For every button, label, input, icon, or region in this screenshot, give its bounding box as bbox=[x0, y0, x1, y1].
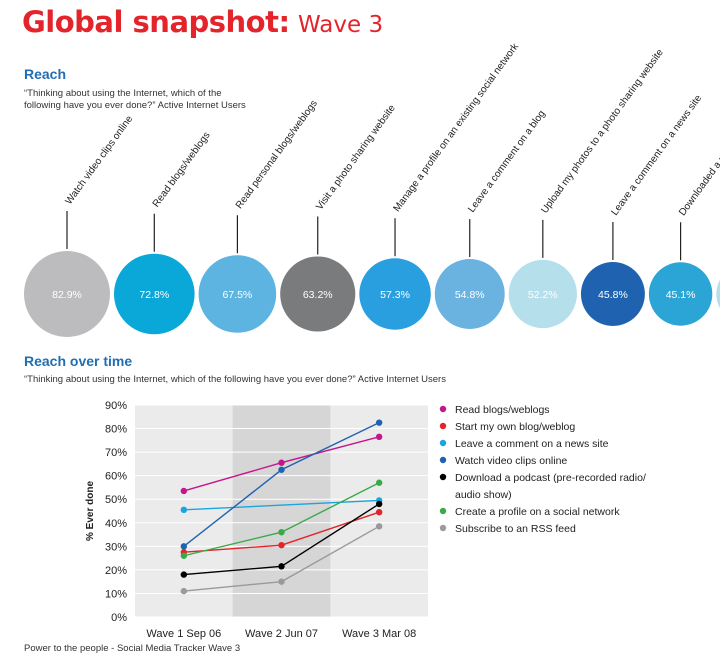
legend-label: Start my own blog/weblog bbox=[455, 421, 575, 433]
series-group bbox=[180, 523, 383, 595]
data-point bbox=[375, 523, 383, 530]
bubble-circle bbox=[580, 262, 645, 326]
bubble-circle bbox=[508, 259, 577, 329]
legend-item: Subscribe to an RSS feed bbox=[439, 523, 576, 535]
y-tick-label: 40% bbox=[105, 518, 127, 530]
reach-question: “Thinking about using the Internet, whic… bbox=[24, 88, 246, 111]
series-group bbox=[180, 433, 383, 495]
y-tick-label: 90% bbox=[105, 400, 127, 412]
bubble-value-label: 82.9% bbox=[52, 289, 82, 301]
bubble-value-label: 45.1% bbox=[666, 289, 696, 301]
series-line bbox=[183, 499, 380, 511]
page-title: Global snapshot: Wave 3 bbox=[22, 8, 383, 37]
bubble-value-label: 67.5% bbox=[223, 289, 253, 301]
data-point bbox=[278, 578, 285, 585]
series-group bbox=[180, 479, 383, 559]
bubble-circle bbox=[648, 262, 713, 326]
y-tick-label: 10% bbox=[105, 588, 127, 600]
legend-item: Watch video clips online bbox=[439, 455, 567, 467]
y-tick-label: 0% bbox=[111, 612, 127, 624]
data-point bbox=[375, 433, 383, 440]
data-point bbox=[278, 563, 285, 570]
data-point bbox=[375, 479, 383, 486]
legend-item: Create a profile on a social network bbox=[439, 506, 620, 518]
y-tick-label: 70% bbox=[105, 447, 127, 459]
bubble-group: 38.7%Start my own blog/weblog bbox=[716, 279, 720, 309]
bubble-value-label: 54.8% bbox=[455, 289, 485, 301]
legend-label: Leave a comment on a news site bbox=[455, 438, 609, 450]
legend-label: Create a profile on a social network bbox=[455, 506, 620, 518]
bubble-value-label: 57.3% bbox=[380, 289, 410, 301]
y-tick-label: 60% bbox=[105, 471, 127, 483]
legend-item: Read blogs/weblogs bbox=[439, 404, 550, 416]
x-tick-label: Wave 1 Sep 06 bbox=[146, 628, 221, 640]
bubble-value-label: 63.2% bbox=[303, 289, 333, 301]
legend-marker bbox=[439, 405, 447, 413]
legend-marker bbox=[439, 456, 447, 464]
y-axis-label: % Ever done bbox=[85, 481, 96, 541]
legend-marker bbox=[439, 473, 447, 481]
data-point bbox=[278, 466, 285, 473]
bubble-circle bbox=[716, 279, 720, 309]
footer-note: Power to the people - Social Media Track… bbox=[24, 643, 241, 654]
bubble-circle bbox=[24, 251, 110, 337]
data-point bbox=[180, 571, 188, 578]
data-point bbox=[278, 541, 285, 549]
bubble-circle bbox=[198, 255, 277, 333]
legend-item: Download a podcast (pre-recorded radio/a… bbox=[439, 472, 646, 501]
legend-label: Read blogs/weblogs bbox=[455, 404, 550, 416]
y-tick-label: 50% bbox=[105, 494, 127, 506]
data-point bbox=[180, 506, 188, 514]
y-tick-label: 20% bbox=[105, 565, 127, 577]
y-tick-label: 80% bbox=[105, 424, 127, 436]
bubble-circle bbox=[280, 256, 356, 332]
data-point bbox=[180, 543, 188, 550]
bubble-circle bbox=[359, 258, 431, 330]
bubble-value-label: 45.8% bbox=[598, 289, 628, 301]
legend-marker bbox=[439, 422, 447, 430]
series-group bbox=[180, 419, 383, 550]
legend-item: Leave a comment on a news site bbox=[439, 438, 609, 450]
legend-label: Download a podcast (pre-recorded radio/ bbox=[455, 472, 646, 484]
legend-marker bbox=[439, 524, 447, 532]
bubble-circle bbox=[114, 253, 195, 335]
reach-heading: Reach bbox=[24, 66, 67, 82]
data-point bbox=[180, 587, 188, 595]
series-group bbox=[180, 508, 383, 556]
legend-label-line2: audio show) bbox=[455, 489, 512, 501]
bubble-value-label: 72.8% bbox=[139, 289, 169, 301]
data-point bbox=[375, 508, 383, 516]
series-group bbox=[180, 500, 383, 578]
y-tick-label: 30% bbox=[105, 541, 127, 553]
legend-marker bbox=[439, 507, 447, 515]
reach-over-time-heading: Reach over time bbox=[24, 353, 133, 369]
title-main: Global snapshot: bbox=[22, 5, 290, 39]
legend-marker bbox=[439, 439, 447, 447]
data-point bbox=[375, 500, 383, 508]
reach-over-time-question: “Thinking about using the Internet, whic… bbox=[24, 374, 446, 385]
bubble-circle bbox=[434, 259, 505, 329]
title-sub: Wave 3 bbox=[298, 12, 384, 38]
data-point bbox=[278, 529, 285, 536]
x-tick-label: Wave 3 Mar 08 bbox=[342, 628, 416, 640]
data-point bbox=[278, 459, 285, 466]
data-point bbox=[180, 552, 188, 559]
data-point bbox=[375, 419, 383, 426]
bubble-value-label: 52.2% bbox=[528, 289, 558, 301]
legend-item: Start my own blog/weblog bbox=[439, 421, 575, 433]
legend-label: Subscribe to an RSS feed bbox=[455, 523, 576, 535]
legend-label: Watch video clips online bbox=[455, 455, 567, 467]
x-tick-label: Wave 2 Jun 07 bbox=[245, 628, 318, 640]
data-point bbox=[180, 487, 188, 495]
